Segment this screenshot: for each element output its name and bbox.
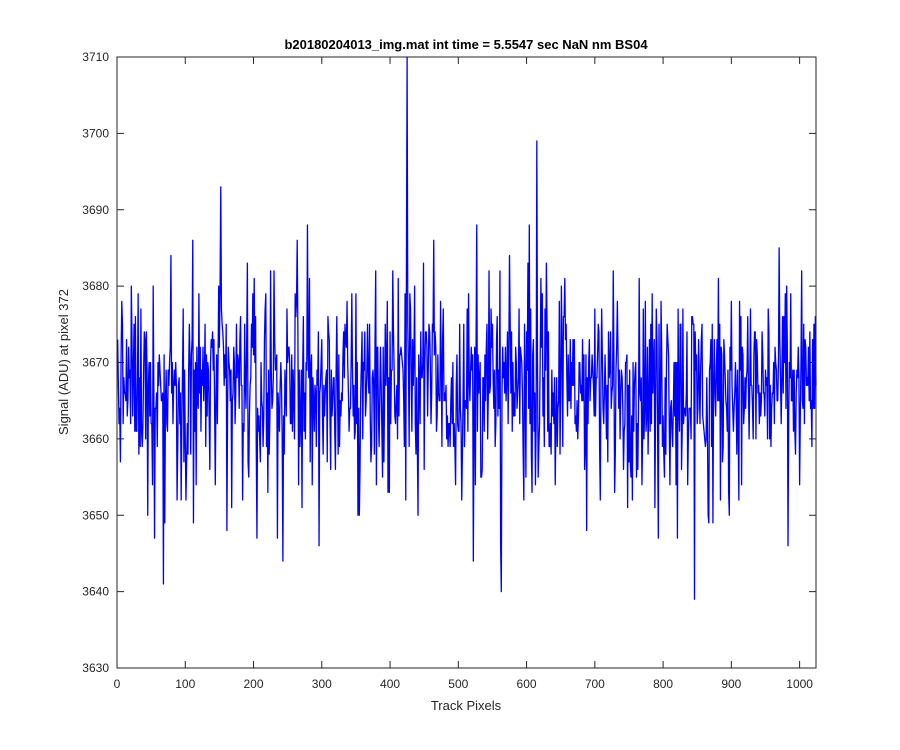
x-tick-label: 500 [448,677,468,691]
x-tick-label: 900 [721,677,741,691]
x-tick-label: 600 [517,677,537,691]
signal-series-line [117,56,817,600]
x-tick-label: 800 [653,677,673,691]
y-tick-label: 3660 [82,432,109,446]
y-tick-label: 3690 [82,203,109,217]
chart-title: b20180204013_img.mat int time = 5.5547 s… [284,37,648,52]
axes-box [116,56,817,669]
y-tick-label: 3650 [82,508,109,522]
y-tick-label: 3710 [82,50,109,64]
y-axis-ticks: 3630 3640 3650 3660 3670 3680 3690 3700 3710 [82,50,816,675]
x-tick-label: 0 [114,677,121,691]
x-tick-label: 400 [380,677,400,691]
x-tick-label: 1000 [786,677,813,691]
x-tick-label: 300 [312,677,332,691]
y-tick-label: 3680 [82,279,109,293]
y-axis-label: Signal (ADU) at pixel 372 [56,289,71,435]
x-axis-label: Track Pixels [431,698,502,713]
y-tick-label: 3640 [82,585,109,599]
y-tick-label: 3630 [82,661,109,675]
x-tick-label: 700 [585,677,605,691]
y-tick-label: 3700 [82,126,109,140]
x-tick-label: 200 [244,677,264,691]
x-tick-label: 100 [175,677,195,691]
x-axis-ticks: 0 100 200 300 400 500 600 700 800 900 1000 [114,57,813,691]
y-tick-label: 3670 [82,356,109,370]
